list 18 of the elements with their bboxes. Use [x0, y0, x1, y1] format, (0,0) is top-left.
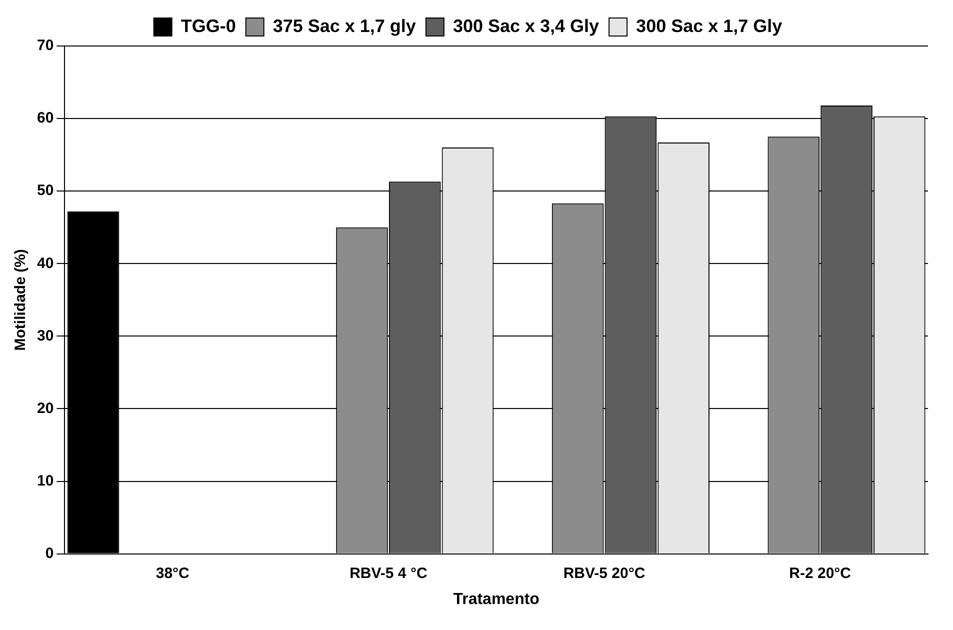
legend-label: 300 Sac x 1,7 Gly	[636, 16, 782, 36]
x-tick-label: 38°C	[156, 564, 190, 582]
y-tick-label: 0	[45, 544, 54, 562]
y-tick-label: 60	[36, 110, 54, 127]
x-tick-label: RBV-5 4 °C	[350, 564, 428, 582]
y-tick-label: 20	[36, 400, 54, 417]
y-tick-label: 10	[36, 472, 54, 490]
y-tick-label: 30	[36, 327, 54, 344]
x-tick-label: R-2 20°C	[789, 564, 852, 582]
legend-label: 300 Sac x 3,4 Gly	[452, 16, 600, 36]
legend-label: 375 Sac x 1,7 gly	[272, 16, 416, 36]
y-tick-label: 70	[36, 37, 54, 54]
y-tick-label: 40	[36, 254, 54, 272]
x-tick-label: RBV-5 20°C	[563, 564, 646, 582]
x-axis-title: Tratamento	[453, 590, 540, 608]
y-tick-label: 50	[36, 182, 54, 200]
y-axis-title: Motilidade (%)	[12, 249, 30, 351]
legend-label: TGG-0	[180, 16, 236, 36]
